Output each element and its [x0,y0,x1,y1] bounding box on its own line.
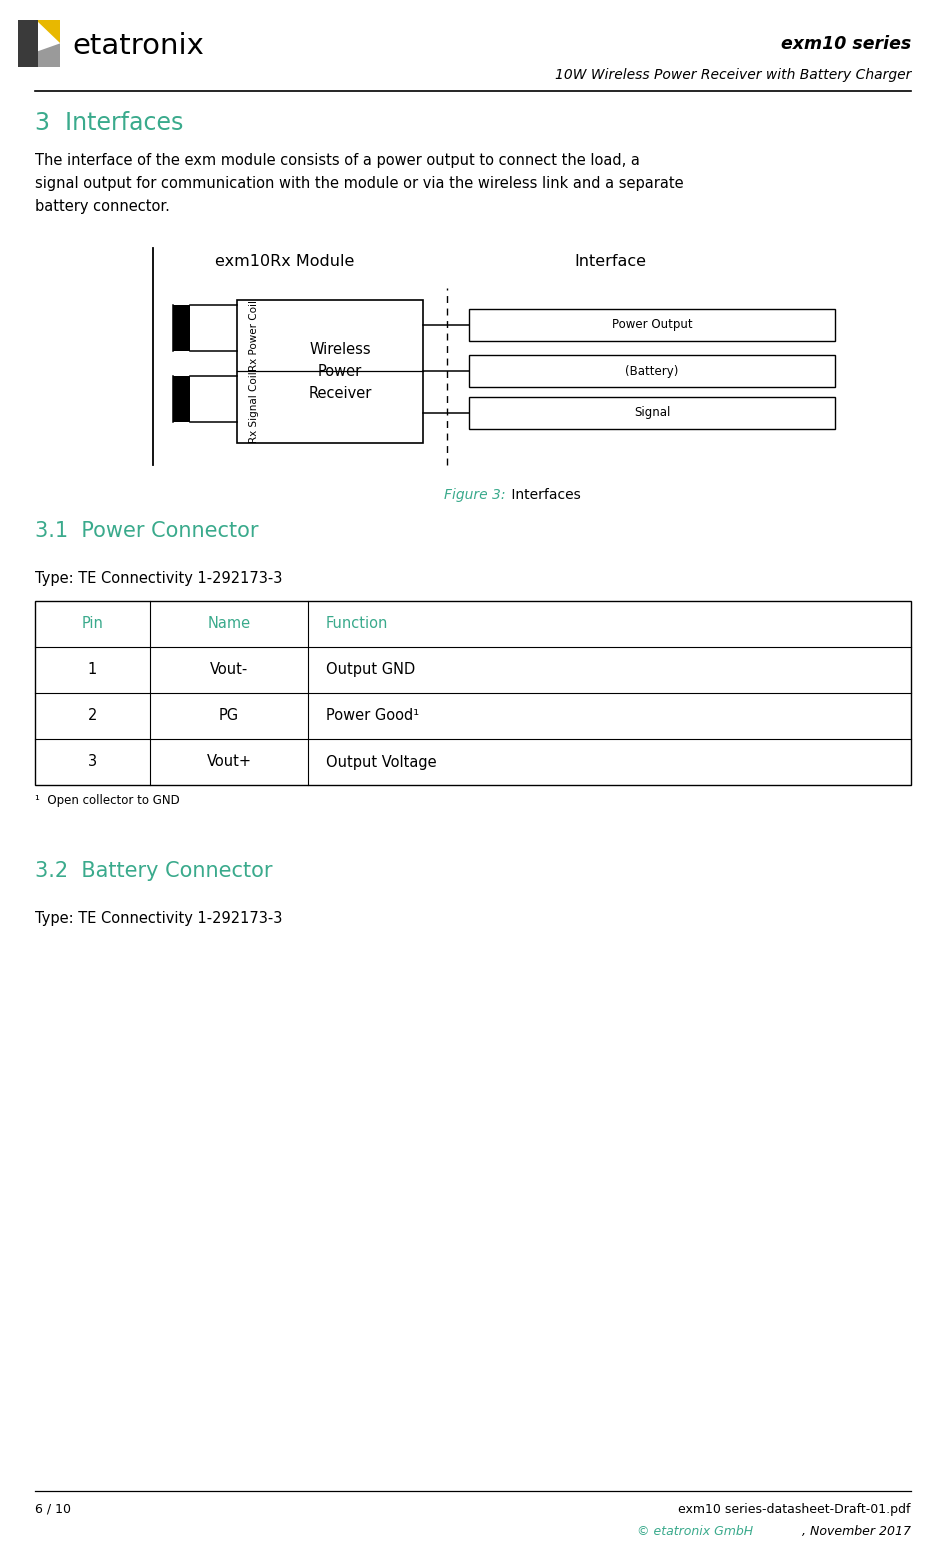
Text: Power Output: Power Output [612,318,692,331]
Text: exm10 series-datasheet-Draft-01.pdf: exm10 series-datasheet-Draft-01.pdf [678,1503,911,1516]
Text: Vout-: Vout- [210,663,248,677]
Bar [35,601,911,784]
Text: 3.1  Power Connector: 3.1 Power Connector [35,520,258,540]
Text: 1: 1 [88,663,97,677]
Text: Wireless
Power
Receiver: Wireless Power Receiver [308,342,372,401]
Text: exm10Rx Module: exm10Rx Module [216,255,355,269]
Text: PG: PG [219,708,239,724]
Bar [173,376,190,422]
Text: 3: 3 [88,755,97,769]
Bar [469,356,835,388]
Text: Figure 3:: Figure 3: [444,488,505,502]
Polygon shape [36,20,60,43]
Bar [469,398,835,429]
Text: Rx Power Coil: Rx Power Coil [249,300,259,371]
Text: 3.2  Battery Connector: 3.2 Battery Connector [35,860,272,881]
Bar [237,300,423,443]
Text: Interfaces: Interfaces [507,488,581,502]
Text: 10W Wireless Power Receiver with Battery Charger: 10W Wireless Power Receiver with Battery… [554,68,911,82]
Text: Output Voltage: Output Voltage [326,755,437,769]
Text: 2: 2 [88,708,97,724]
Text: Type: TE Connectivity 1-292173-3: Type: TE Connectivity 1-292173-3 [35,912,282,926]
Text: (Battery): (Battery) [625,365,678,377]
Text: Rx Signal Coil: Rx Signal Coil [249,371,259,443]
Text: Type: TE Connectivity 1-292173-3: Type: TE Connectivity 1-292173-3 [35,572,282,585]
Text: , November 2017: , November 2017 [802,1525,911,1537]
Text: etatronix: etatronix [72,33,204,61]
Text: Name: Name [207,617,251,632]
Text: Function: Function [326,617,389,632]
Text: Vout+: Vout+ [206,755,252,769]
Bar [173,304,190,351]
Polygon shape [38,43,60,67]
Text: 3  Interfaces: 3 Interfaces [35,110,184,135]
Text: Pin: Pin [81,617,103,632]
Polygon shape [18,20,38,67]
Text: Interface: Interface [574,255,646,269]
Bar [469,309,835,342]
Text: 6 / 10: 6 / 10 [35,1503,71,1516]
Text: The interface of the exm module consists of a power output to connect the load, : The interface of the exm module consists… [35,154,684,214]
Text: exm10 series: exm10 series [780,36,911,53]
Text: Signal: Signal [634,407,670,419]
Text: Power Good¹: Power Good¹ [326,708,419,724]
Text: ¹  Open collector to GND: ¹ Open collector to GND [35,794,180,808]
Text: © etatronix GmbH: © etatronix GmbH [637,1525,753,1537]
Text: Output GND: Output GND [326,663,415,677]
